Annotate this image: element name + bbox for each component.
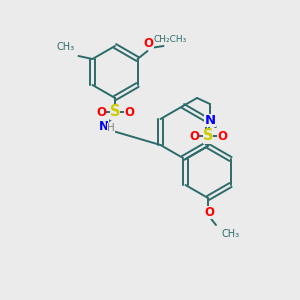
Text: O: O xyxy=(204,206,214,218)
Text: H: H xyxy=(107,123,115,133)
Text: O: O xyxy=(189,130,199,142)
Text: S: S xyxy=(203,128,213,143)
Text: O: O xyxy=(124,106,134,118)
Text: N: N xyxy=(204,113,216,127)
Text: CH₂CH₃: CH₂CH₃ xyxy=(154,35,187,44)
Text: O: O xyxy=(96,106,106,118)
Text: CH₃: CH₃ xyxy=(222,229,240,239)
Text: CH₃: CH₃ xyxy=(56,42,74,52)
Text: S: S xyxy=(110,104,120,119)
Text: N: N xyxy=(99,119,109,133)
Text: O: O xyxy=(143,37,154,50)
Text: O: O xyxy=(217,130,227,142)
